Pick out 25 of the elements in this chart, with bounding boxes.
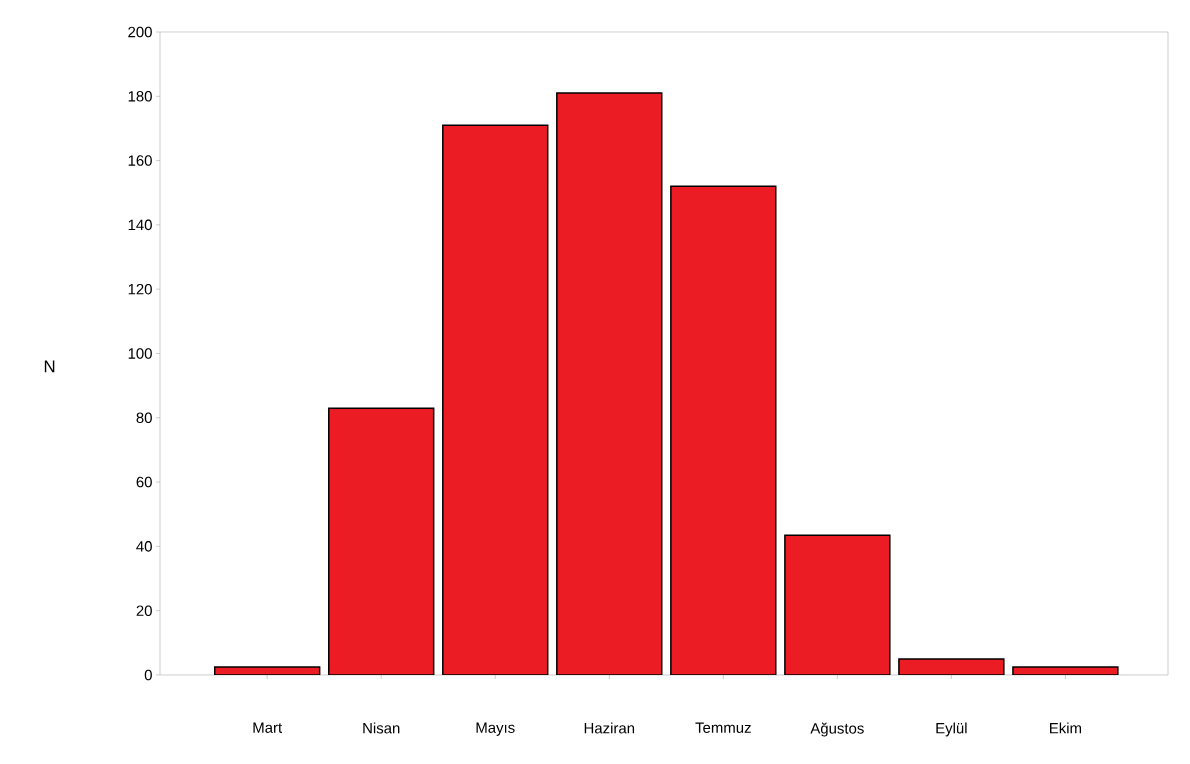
x-tick-label: Mayıs [476,722,515,736]
x-tick-label: Mart [253,722,283,733]
y-tick-label: 0 [144,669,152,681]
x-tick-label: Haziran [584,722,635,734]
x-tick-label: Eylül [936,722,967,737]
y-tick-label: 180 [128,90,152,102]
y-tick-label: 140 [128,219,152,231]
bar [442,124,549,675]
x-tick-label: Nisan [363,722,400,734]
bar [784,534,891,675]
y-tick-label: 200 [128,26,152,38]
y-tick-label: 100 [128,348,152,359]
bar [328,407,435,675]
y-tick-label: 80 [136,412,152,424]
y-tick-label: 40 [136,541,152,552]
y-tick-label: 20 [136,605,152,616]
x-tick-label: Ekim [1050,722,1082,734]
y-tick-label: 160 [128,155,152,166]
x-tick-label: Temmuz [695,722,751,733]
y-axis-title: N [44,360,55,373]
y-tick-label: 60 [136,476,152,488]
bar [670,185,777,675]
bar [556,92,663,675]
x-tick-label: Ağustos [810,722,864,737]
y-tick-label: 120 [128,283,152,295]
